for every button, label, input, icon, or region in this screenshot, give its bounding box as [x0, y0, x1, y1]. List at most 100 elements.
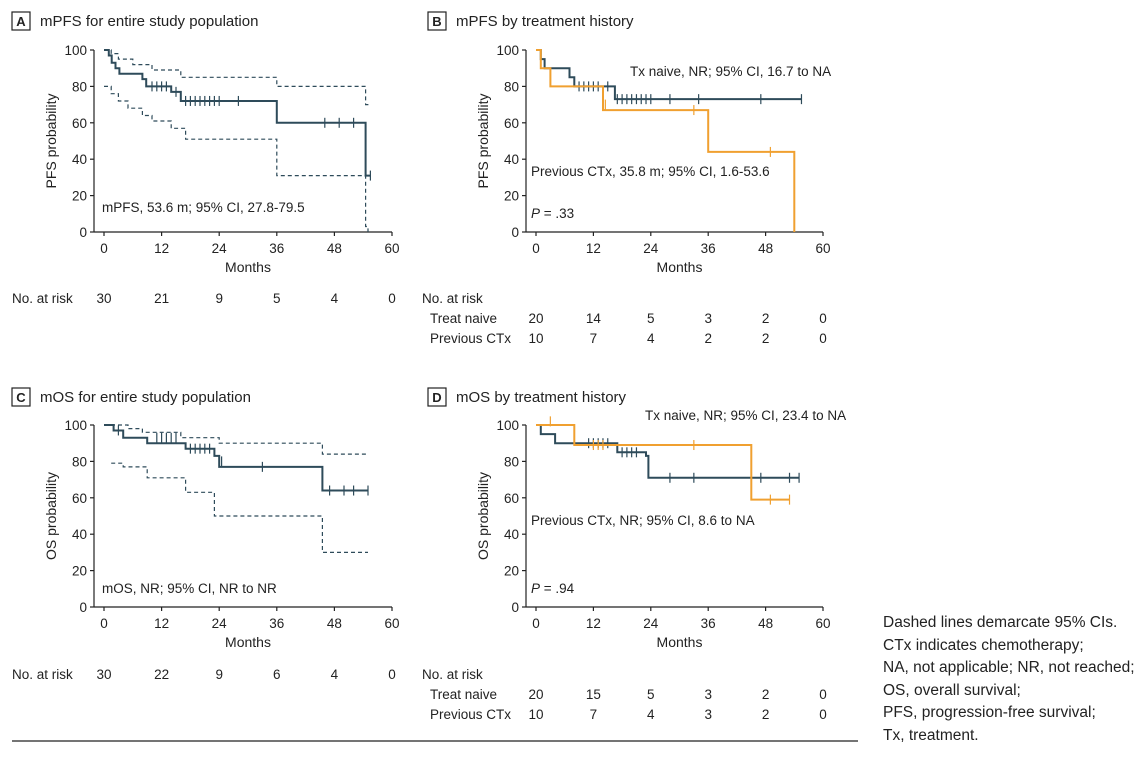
y-axis-label: OS probability — [475, 472, 491, 560]
risk-count: 4 — [647, 331, 655, 346]
risk-count: 0 — [388, 667, 396, 682]
risk-count: 5 — [647, 687, 655, 702]
y-tick-label: 20 — [72, 189, 87, 204]
y-tick-label: 80 — [504, 454, 519, 469]
panel-letter: A — [16, 14, 26, 29]
risk-count: 20 — [528, 687, 543, 702]
risk-count: 30 — [96, 291, 111, 306]
survival-curve — [536, 49, 796, 232]
risk-count: 5 — [273, 291, 281, 306]
x-tick-label: 0 — [100, 616, 108, 631]
risk-row-label: Previous CTx — [430, 707, 511, 722]
x-tick-label: 24 — [212, 241, 228, 256]
panel-letter-box — [427, 11, 447, 31]
y-tick-label: 20 — [72, 564, 87, 579]
y-tick-label: 0 — [79, 225, 87, 240]
y-tick-label: 20 — [504, 189, 519, 204]
ci-line — [104, 49, 371, 106]
y-tick-label: 100 — [496, 43, 519, 58]
risk-count: 15 — [586, 687, 601, 702]
y-tick-label: 0 — [79, 600, 87, 615]
ci-line — [104, 424, 368, 455]
survival-curve — [536, 424, 790, 501]
risk-count: 4 — [331, 291, 339, 306]
risk-table-title: No. at risk — [12, 291, 73, 306]
risk-count: 7 — [590, 331, 598, 346]
x-tick-label: 48 — [327, 241, 342, 256]
y-tick-label: 100 — [64, 43, 87, 58]
x-tick-label: 12 — [586, 241, 601, 256]
x-tick-label: 36 — [701, 616, 716, 631]
footnote-line: CTx indicates chemotherapy; — [883, 636, 1084, 654]
footnote-line: NA, not applicable; NR, not reached; — [883, 659, 1135, 677]
risk-count: 20 — [528, 311, 543, 326]
x-tick-label: 48 — [758, 241, 773, 256]
risk-row-label: Treat naive — [430, 687, 497, 702]
y-tick-label: 60 — [72, 491, 87, 506]
x-tick-label: 48 — [758, 616, 773, 631]
risk-count: 9 — [215, 291, 223, 306]
risk-count: 3 — [704, 707, 712, 722]
risk-count: 2 — [704, 331, 712, 346]
risk-count: 2 — [762, 331, 770, 346]
risk-count: 30 — [96, 667, 111, 682]
risk-count: 0 — [819, 707, 827, 722]
panel-title: mPFS by treatment history — [456, 13, 634, 30]
ci-line — [104, 85, 369, 232]
panel-letter: B — [432, 14, 441, 29]
risk-count: 21 — [154, 291, 169, 306]
risk-count: 4 — [331, 667, 339, 682]
x-tick-label: 36 — [269, 616, 284, 631]
p-value-annotation: P = .33 — [531, 206, 574, 221]
x-tick-label: 24 — [643, 241, 659, 256]
x-tick-label: 60 — [815, 241, 830, 256]
x-tick-label: 12 — [586, 616, 601, 631]
y-axis-label: PFS probability — [475, 94, 491, 189]
footnote-line: OS, overall survival; — [883, 681, 1021, 699]
panel-title: mOS by treatment history — [456, 389, 627, 406]
x-axis-label: Months — [657, 259, 703, 275]
y-axis-label: OS probability — [43, 472, 59, 560]
x-tick-label: 0 — [532, 241, 540, 256]
panel-letter: C — [16, 390, 26, 405]
x-tick-label: 36 — [269, 241, 284, 256]
survival-curve — [104, 49, 371, 177]
risk-count: 2 — [762, 311, 770, 326]
risk-table-title: No. at risk — [422, 667, 483, 682]
y-tick-label: 80 — [72, 79, 87, 94]
y-tick-label: 20 — [504, 564, 519, 579]
risk-count: 0 — [819, 687, 827, 702]
y-tick-label: 100 — [64, 418, 87, 433]
x-tick-label: 12 — [154, 241, 169, 256]
curve-annotation: Previous CTx, 35.8 m; 95% CI, 1.6-53.6 — [531, 164, 770, 179]
footnote-line: Tx, treatment. — [883, 726, 979, 744]
y-tick-label: 0 — [511, 600, 519, 615]
y-axis-label: PFS probability — [43, 94, 59, 189]
panel-letter-box — [11, 11, 31, 31]
footnote-line: PFS, progression-free survival; — [883, 704, 1096, 722]
footnote: Dashed lines demarcate 95% CIs. CTx indi… — [883, 612, 1145, 748]
risk-count: 2 — [762, 707, 770, 722]
risk-table-title: No. at risk — [12, 667, 73, 682]
y-tick-label: 80 — [72, 454, 87, 469]
risk-count: 10 — [528, 331, 543, 346]
panel-letter-box — [11, 387, 31, 407]
risk-table-title: No. at risk — [422, 291, 483, 306]
x-tick-label: 36 — [701, 241, 716, 256]
risk-count: 14 — [586, 311, 602, 326]
footnote-line: Dashed lines demarcate 95% CIs. — [883, 614, 1118, 631]
y-tick-label: 40 — [72, 152, 87, 167]
survival-curve — [104, 424, 368, 492]
x-axis-label: Months — [657, 634, 703, 650]
x-tick-label: 60 — [815, 616, 830, 631]
risk-count: 7 — [590, 707, 598, 722]
risk-count: 0 — [388, 291, 396, 306]
x-tick-label: 0 — [532, 616, 540, 631]
y-tick-label: 40 — [504, 152, 519, 167]
curve-annotation: Tx naive, NR; 95% CI, 16.7 to NA — [630, 64, 831, 79]
risk-count: 5 — [647, 311, 655, 326]
curve-annotation: Previous CTx, NR; 95% CI, 8.6 to NA — [531, 513, 755, 528]
curve-annotation: mPFS, 53.6 m; 95% CI, 27.8-79.5 — [102, 200, 305, 215]
risk-count: 0 — [819, 311, 827, 326]
